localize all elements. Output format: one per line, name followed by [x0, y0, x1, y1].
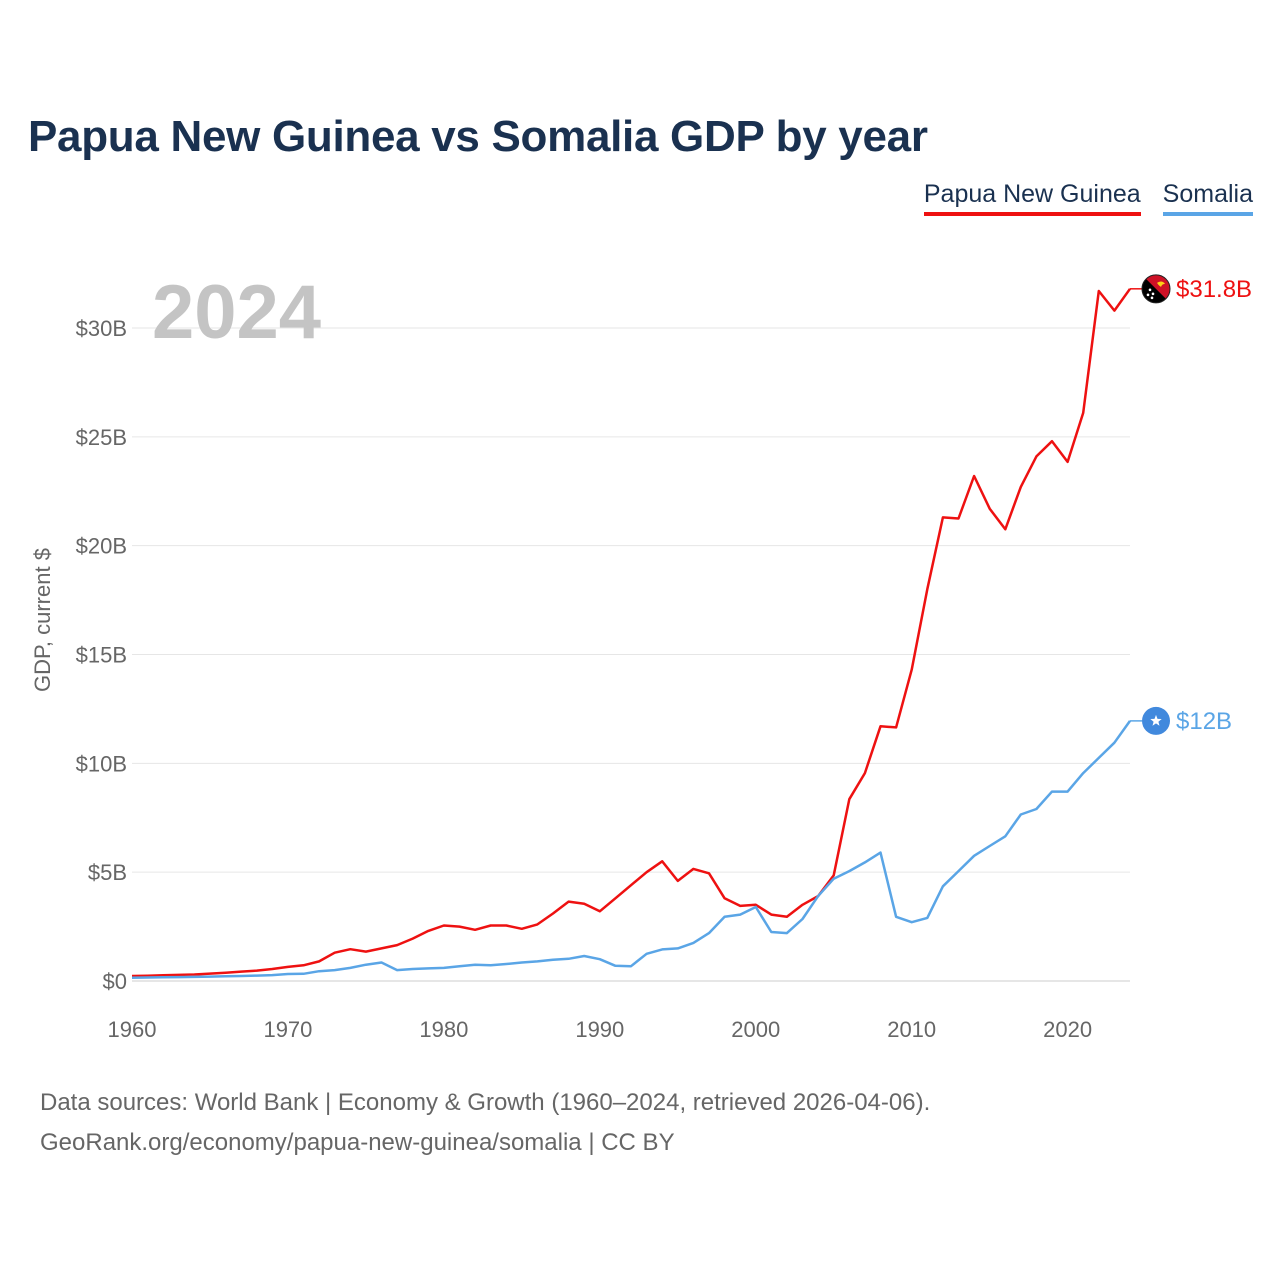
legend-papua-new-guinea[interactable]: Papua New Guinea [923, 180, 1141, 216]
legend-somalia[interactable]: Somalia [1162, 180, 1253, 216]
y-tick-label: $30B [76, 316, 127, 341]
x-tick-label: 2010 [887, 1017, 936, 1042]
y-tick-label: $25B [76, 425, 127, 450]
series-line-somalia [131, 720, 1132, 979]
gdp-line-chart: 2024 GDP, current $ $0 $5B $10B $15B $20B $25… [30, 270, 1252, 1042]
source-url: GeoRank.org/economy/papua-new-guinea/som… [40, 1129, 675, 1156]
series-line-papua-new-guinea [131, 288, 1132, 978]
x-tick-label: 1980 [419, 1017, 468, 1042]
x-tick-label: 2020 [1043, 1017, 1092, 1042]
somalia-flag-icon [1142, 706, 1170, 735]
x-tick-label: 1960 [108, 1017, 157, 1042]
y-tick-label: $10B [76, 751, 127, 776]
y-tick-label: $5B [88, 860, 127, 885]
chart-legend: Papua New Guinea Somalia [923, 180, 1253, 216]
grid-lines [132, 327, 1130, 982]
x-tick-label: 2000 [731, 1017, 780, 1042]
data-sources-note: Data sources: World Bank | Economy & Gro… [40, 1089, 931, 1116]
year-label: 2024 [152, 270, 321, 355]
end-value-label: $31.8B [1176, 276, 1252, 303]
y-tick-label: $15B [76, 643, 127, 668]
x-tick-label: 1970 [263, 1017, 312, 1042]
end-value-label: $12B [1176, 708, 1232, 735]
y-axis-title: GDP, current $ [30, 548, 55, 692]
page-title: Papua New Guinea vs Somalia GDP by year [28, 112, 928, 161]
series-end-markers: $31.8B $12B [1130, 274, 1252, 735]
series-lines [131, 288, 1132, 979]
y-tick-label: $0 [103, 969, 127, 994]
papua-new-guinea-flag-icon [1141, 274, 1171, 304]
x-tick-label: 1990 [575, 1017, 624, 1042]
x-axis-ticks: 1960 1970 1980 1990 2000 2010 2020 [108, 1017, 1093, 1042]
y-tick-label: $20B [76, 534, 127, 559]
y-axis-ticks: $0 $5B $10B $15B $20B $25B $30B [76, 316, 127, 994]
chart-footer: Data sources: World Bank | Economy & Gro… [40, 1083, 930, 1163]
